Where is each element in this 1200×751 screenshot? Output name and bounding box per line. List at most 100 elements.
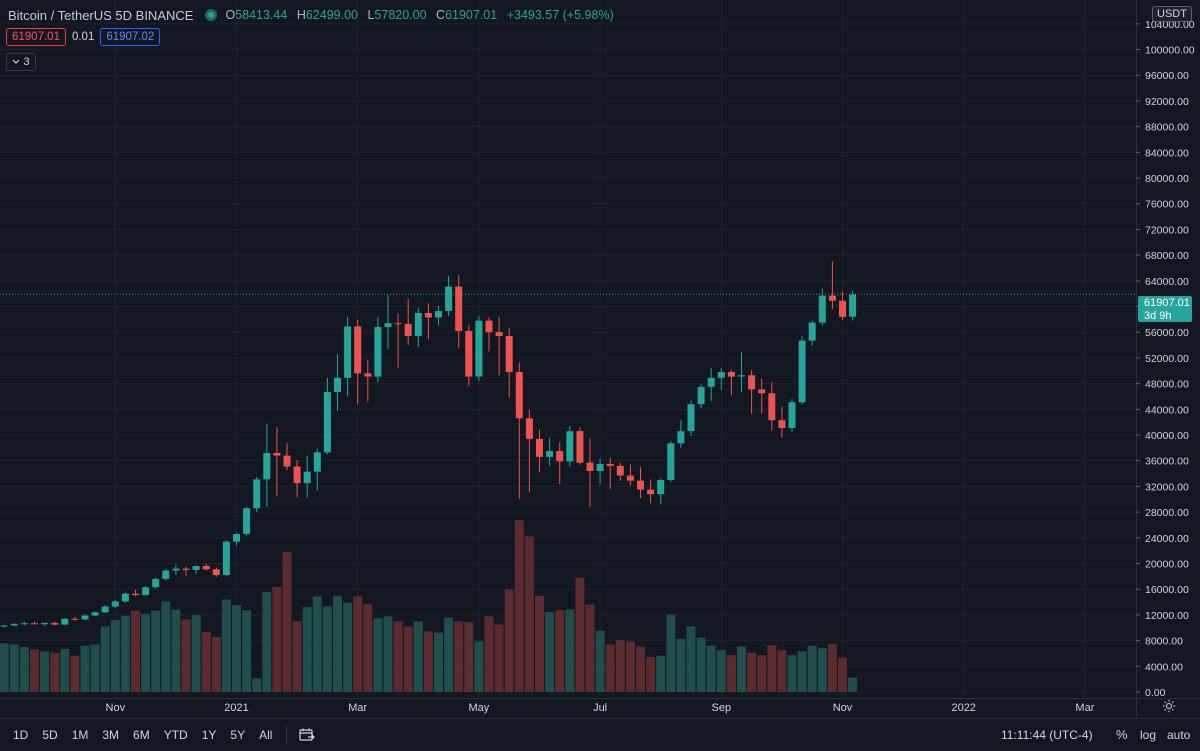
candle-body <box>667 443 675 480</box>
volume-bars <box>0 520 858 692</box>
volume-bar <box>363 603 373 692</box>
range-5d-button[interactable]: 5D <box>42 728 58 742</box>
candle-body <box>566 431 574 462</box>
volume-bar <box>252 678 262 692</box>
price-tick-label: 44000.00 <box>1145 404 1189 416</box>
range-1y-button[interactable]: 1Y <box>201 728 217 742</box>
log-scale-button[interactable]: log <box>1140 728 1157 742</box>
settings-gear-icon[interactable] <box>1162 699 1176 713</box>
volume-bar <box>131 610 140 692</box>
candle-body <box>404 323 412 337</box>
candle-body <box>576 431 584 463</box>
volume-bar <box>555 610 565 692</box>
currency-button[interactable]: USDT <box>1152 6 1192 22</box>
candle-body <box>758 389 766 394</box>
price-tick-label: 8000.00 <box>1145 636 1183 648</box>
range-1d-button[interactable]: 1D <box>13 728 29 742</box>
candle-body <box>172 568 180 571</box>
volume-bar <box>110 620 120 692</box>
range-6m-button[interactable]: 6M <box>133 728 150 742</box>
ohlc-high-value: 62499.00 <box>305 8 358 22</box>
candle-body <box>687 404 695 432</box>
candle-body <box>445 286 453 312</box>
volume-bar <box>171 609 181 692</box>
volume-bar <box>504 589 514 692</box>
range-all-button[interactable]: All <box>259 728 273 742</box>
volume-bar <box>343 602 353 692</box>
sell-button[interactable]: 61907.01 <box>6 28 66 46</box>
market-status-icon[interactable] <box>205 9 218 21</box>
volume-bar <box>807 645 817 692</box>
clock-timezone[interactable]: 11:11:44 (UTC-4) <box>1001 728 1093 742</box>
candle-body <box>849 294 857 317</box>
buy-button[interactable]: 61907.02 <box>100 28 161 46</box>
candle-body <box>283 455 291 467</box>
range-ytd-button[interactable]: YTD <box>163 728 188 742</box>
volume-bar <box>797 651 807 692</box>
indicator-count: 3 <box>23 56 30 68</box>
candle-body <box>132 593 139 595</box>
range-5y-button[interactable]: 5Y <box>230 728 246 742</box>
volume-bar <box>383 616 393 692</box>
candle-body <box>475 320 483 377</box>
candle-body <box>222 541 230 576</box>
volume-bar <box>161 601 171 692</box>
ohlc-low-value: 57820.00 <box>374 8 427 22</box>
volume-bar <box>221 599 231 692</box>
candle-body <box>647 489 655 495</box>
time-axis: Nov 2021 Mar May Jul Sep Nov 2022 Mar <box>106 702 1095 714</box>
candle-body <box>717 372 725 378</box>
volume-bar <box>535 595 544 692</box>
volume-bar <box>333 595 342 692</box>
volume-bar <box>464 622 474 692</box>
volume-bar <box>767 645 777 692</box>
candle-body <box>354 326 362 374</box>
candle-body <box>788 402 796 428</box>
volume-bar <box>181 619 191 692</box>
range-3m-button[interactable]: 3M <box>102 728 120 742</box>
volume-bar <box>353 596 363 692</box>
candle-body <box>20 623 28 625</box>
volume-bar <box>787 655 797 692</box>
price-tick-label: 84000.00 <box>1145 147 1189 159</box>
range-1m-button[interactable]: 1M <box>71 728 89 742</box>
auto-scale-button[interactable]: auto <box>1167 728 1191 742</box>
candle-body <box>828 295 836 301</box>
price-tick-label: 40000.00 <box>1145 430 1189 442</box>
volume-bar <box>393 621 403 692</box>
time-tick-label: Sep <box>712 702 732 714</box>
volume-bar <box>595 630 605 692</box>
candle-body <box>313 452 321 472</box>
volume-bar <box>0 643 9 692</box>
price-axis: 0.00 4000.00 8000.00 12000.00 16000.00 20000.… <box>1136 19 1195 699</box>
price-tick-label: 12000.00 <box>1145 610 1189 622</box>
candle-body <box>616 465 624 476</box>
indicators-collapse-button[interactable]: 3 <box>6 53 36 71</box>
volume-bar <box>232 605 241 692</box>
candle-body <box>768 393 776 421</box>
price-tick-label: 32000.00 <box>1145 481 1189 493</box>
symbol-title[interactable]: Bitcoin / TetherUS 5D BINANCE <box>8 7 194 23</box>
volume-bar <box>272 587 282 692</box>
price-chart[interactable]: 0.00 4000.00 8000.00 12000.00 16000.00 20000.… <box>0 0 1200 718</box>
price-tick-label: 16000.00 <box>1145 584 1189 596</box>
percent-scale-button[interactable]: % <box>1116 727 1128 742</box>
candle-body <box>142 587 150 595</box>
volume-bar <box>80 645 90 692</box>
volume-bar <box>484 616 494 692</box>
volume-bar <box>312 596 322 692</box>
price-tick-label: 96000.00 <box>1145 70 1189 82</box>
candle-body <box>202 566 210 570</box>
volume-bar <box>827 643 837 692</box>
calendar-range-icon[interactable] <box>299 728 316 742</box>
volume-bar <box>50 652 60 692</box>
price-tick-label: 76000.00 <box>1145 199 1189 211</box>
candle-body <box>455 286 463 331</box>
volume-bar <box>262 592 272 692</box>
price-tick-label: 64000.00 <box>1145 276 1189 288</box>
bar-countdown: 3d 9h <box>1144 309 1172 322</box>
volume-bar <box>524 536 534 692</box>
volume-bar <box>848 677 858 692</box>
volume-bar <box>686 626 696 692</box>
volume-bar <box>302 607 312 692</box>
